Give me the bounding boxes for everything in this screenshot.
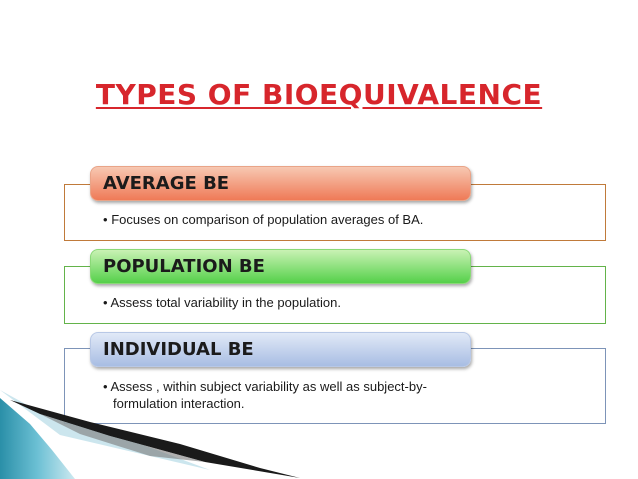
slide-title: TYPES OF BIOEQUIVALENCE: [95, 78, 543, 111]
decorative-swoosh: [0, 390, 300, 479]
bullet: •: [103, 295, 108, 310]
bullet: •: [103, 379, 108, 394]
population-be-description: • Assess total variability in the popula…: [103, 294, 341, 311]
population-be-text: Assess total variability in the populati…: [110, 295, 341, 310]
average-be-description: • Focuses on comparison of population av…: [103, 211, 423, 228]
teal-swoosh-shape: [0, 398, 75, 479]
individual-be-text-line2: formulation interaction.: [113, 396, 245, 411]
bullet: •: [103, 212, 108, 227]
individual-be-text-line1: Assess , within subject variability as w…: [110, 379, 427, 394]
average-be-text: Focuses on comparison of population aver…: [111, 212, 424, 227]
average-be-heading: AVERAGE BE: [103, 173, 230, 194]
individual-be-tab: INDIVIDUAL BE: [90, 332, 471, 367]
population-be-heading: POPULATION BE: [103, 256, 265, 277]
dark-swoosh-shape: [10, 400, 300, 478]
population-be-tab: POPULATION BE: [90, 249, 471, 284]
average-be-tab: AVERAGE BE: [90, 166, 471, 201]
individual-be-description: • Assess , within subject variability as…: [103, 378, 427, 412]
individual-be-heading: INDIVIDUAL BE: [103, 339, 254, 360]
